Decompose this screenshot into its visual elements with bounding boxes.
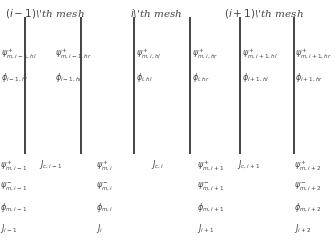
- Text: $\psi^+_{m,i+1}$: $\psi^+_{m,i+1}$: [197, 158, 224, 172]
- Text: $\phi_{m,i+2}$: $\phi_{m,i+2}$: [294, 201, 321, 214]
- Text: $\psi^-_{m,i-1}$: $\psi^-_{m,i-1}$: [0, 180, 27, 192]
- Text: $\psi^+_{m,i+2}$: $\psi^+_{m,i+2}$: [294, 158, 321, 172]
- Text: $J_{i+2}$: $J_{i+2}$: [294, 222, 311, 235]
- Text: $\psi^-_{m,i+2}$: $\psi^-_{m,i+2}$: [294, 180, 321, 192]
- Text: $J_{c,i-1}$: $J_{c,i-1}$: [39, 158, 62, 171]
- Text: $\psi^+_{m,i-1,hl}$: $\psi^+_{m,i-1,hl}$: [1, 46, 36, 60]
- Text: $\psi^+_{m,i}$: $\psi^+_{m,i}$: [96, 158, 113, 172]
- Text: $\phi_{i,hl}$: $\phi_{i,hl}$: [136, 71, 153, 84]
- Text: $\phi_{i,hr}$: $\phi_{i,hr}$: [192, 71, 210, 84]
- Text: $\phi_{i-1,hl}$: $\phi_{i-1,hl}$: [1, 71, 28, 84]
- Text: $\psi^+_{m,i-1,hr}$: $\psi^+_{m,i-1,hr}$: [55, 46, 92, 60]
- Text: $J_{i-1}$: $J_{i-1}$: [0, 222, 17, 235]
- Text: $J_i$: $J_i$: [96, 222, 103, 235]
- Text: $\phi_{i+1,hl}$: $\phi_{i+1,hl}$: [242, 71, 269, 84]
- Text: $\phi_{i-1,hr}$: $\phi_{i-1,hr}$: [55, 71, 84, 84]
- Text: $\phi_{m,i-1}$: $\phi_{m,i-1}$: [0, 201, 27, 214]
- Text: $\phi_{i+1,hr}$: $\phi_{i+1,hr}$: [295, 71, 324, 84]
- Text: $i$\'th mesh: $i$\'th mesh: [130, 7, 182, 19]
- Text: $\psi^+_{m,i+1,hl}$: $\psi^+_{m,i+1,hl}$: [242, 46, 278, 60]
- Text: $\phi_{m,i}$: $\phi_{m,i}$: [96, 201, 113, 214]
- Text: $J_{i+1}$: $J_{i+1}$: [197, 222, 214, 235]
- Text: $(i+1)$\'th mesh: $(i+1)$\'th mesh: [224, 7, 304, 20]
- Text: $J_{c,i+1}$: $J_{c,i+1}$: [237, 158, 260, 171]
- Text: $\psi^+_{m,i+1,hr}$: $\psi^+_{m,i+1,hr}$: [295, 46, 332, 60]
- Text: $\psi^+_{m,i,hl}$: $\psi^+_{m,i,hl}$: [136, 46, 162, 60]
- Text: $\psi^+_{m,i,hr}$: $\psi^+_{m,i,hr}$: [192, 46, 218, 60]
- Text: $\psi^-_{m,i+1}$: $\psi^-_{m,i+1}$: [197, 180, 224, 192]
- Text: $\phi_{m,i+1}$: $\phi_{m,i+1}$: [197, 201, 224, 214]
- Text: $\psi^-_{m,i}$: $\psi^-_{m,i}$: [96, 180, 113, 192]
- Text: $\psi^+_{m,i-1}$: $\psi^+_{m,i-1}$: [0, 158, 27, 172]
- Text: $J_{c,i}$: $J_{c,i}$: [151, 158, 164, 171]
- Text: $(i-1)$\'th mesh: $(i-1)$\'th mesh: [5, 7, 85, 20]
